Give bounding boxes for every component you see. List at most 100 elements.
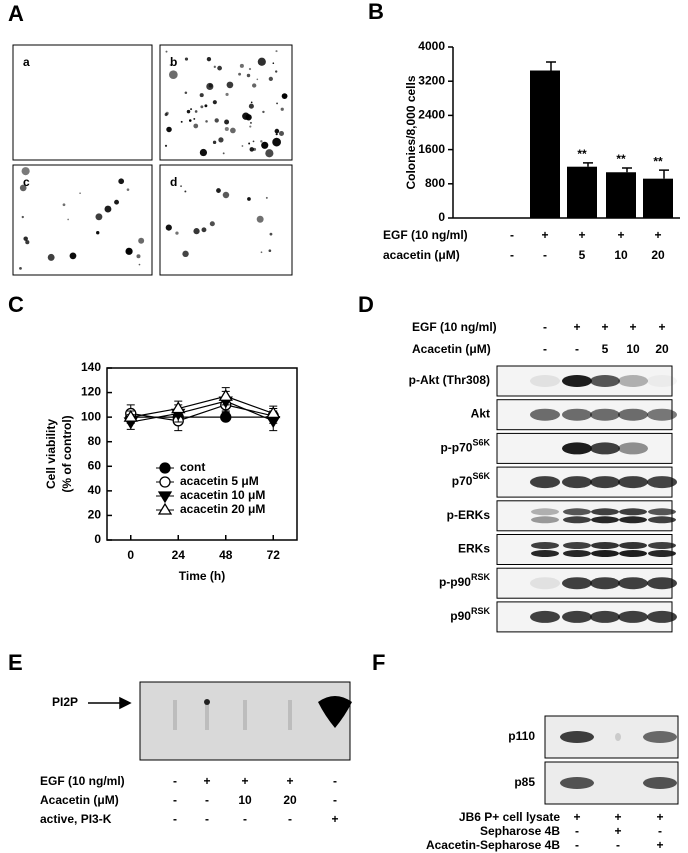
colony (21, 215, 24, 219)
treatment-value: 10 (626, 342, 640, 356)
blot-label-sup: S6K (472, 471, 490, 481)
treatment-label: EGF (10 ng/ml) (40, 774, 125, 788)
blot-label-text: p110 (508, 729, 535, 743)
band (618, 375, 648, 387)
colony (280, 107, 284, 111)
image-label: d (170, 175, 177, 189)
treatment-label: Acacetin (μM) (412, 342, 491, 356)
colony (205, 120, 208, 123)
colony (23, 236, 28, 241)
treatment-value: - (575, 838, 579, 852)
colony (21, 167, 30, 176)
colony (136, 254, 141, 259)
colony (165, 111, 169, 115)
treatment-value: - (543, 342, 547, 356)
blot-label-sup: RSK (471, 606, 491, 616)
y-tick-label: 800 (425, 176, 445, 190)
marker (123, 409, 138, 422)
y-axis-label: Colonies/8,000 cells (404, 75, 418, 189)
colony (275, 50, 278, 53)
treatment-value: + (601, 320, 608, 334)
colony (180, 120, 183, 123)
treatment-value: 5 (579, 248, 586, 262)
treatment-value: + (656, 838, 663, 852)
colony (226, 81, 234, 89)
treatment-label: active, PI3-K (40, 812, 112, 826)
colony (278, 130, 284, 137)
colony (247, 197, 251, 201)
blot-marker: PI2P (52, 695, 78, 709)
colony (104, 205, 112, 213)
panel-label: B (368, 0, 384, 24)
y-tick-label: 2400 (418, 108, 445, 122)
marker (218, 388, 233, 401)
band (647, 375, 677, 387)
colony (180, 185, 182, 188)
y-tick-label: 120 (81, 385, 101, 399)
colony (238, 72, 242, 76)
band (562, 408, 592, 421)
colony (276, 102, 278, 105)
colony (252, 83, 257, 88)
treatment-value: + (203, 774, 210, 788)
colony (224, 119, 230, 125)
colony (199, 148, 208, 157)
colony (275, 70, 278, 73)
colony (261, 141, 269, 149)
blot-label: p85 (514, 775, 535, 789)
treatment-value: - (333, 793, 337, 807)
blot-label-text: p-Akt (Thr308) (409, 373, 490, 387)
band (590, 408, 620, 421)
colony-image (12, 164, 153, 276)
bar (530, 70, 560, 218)
treatment-value: 20 (651, 248, 665, 262)
colony (239, 63, 244, 68)
band (619, 542, 647, 549)
colony (19, 266, 22, 270)
blot-label-text: p-ERKs (447, 508, 491, 522)
significance: ** (577, 147, 587, 161)
y-tick-label: 140 (81, 360, 101, 374)
treatment-label: acacetin (μM) (383, 248, 460, 262)
treatment-value: - (543, 248, 547, 262)
colony (169, 64, 172, 66)
colony (184, 91, 188, 95)
colony (184, 190, 187, 193)
treatment-label: EGF (10 ng/ml) (383, 228, 468, 242)
series-line (130, 400, 274, 423)
band (590, 375, 620, 387)
colony (222, 191, 230, 199)
colony (201, 227, 207, 233)
treatment-value: + (286, 774, 293, 788)
colony (281, 93, 288, 100)
colony (256, 78, 259, 81)
colony (126, 188, 130, 191)
error-bar (546, 61, 556, 71)
colony (138, 263, 141, 266)
band (590, 442, 620, 455)
band (618, 476, 648, 489)
blot-label: p-p90RSK (439, 573, 491, 590)
colony (272, 62, 275, 64)
band (643, 777, 677, 789)
x-axis-label: Time (h) (179, 569, 225, 583)
treatment-label: Acacetin (μM) (40, 793, 119, 807)
x-tick-label: 72 (267, 548, 281, 562)
colony (25, 240, 30, 245)
treatment-label: JB6 P+ cell lysate (459, 810, 560, 824)
colony (248, 103, 254, 109)
y-tick-label: 40 (88, 483, 102, 497)
band (618, 442, 648, 455)
legend-label: cont (180, 460, 205, 474)
y-tick-label: 80 (88, 434, 102, 448)
blot-label-text: ERKs (458, 542, 490, 556)
y-tick-label: 1600 (418, 142, 445, 156)
band (618, 408, 648, 421)
treatment-value: 5 (602, 342, 609, 356)
colony-image (159, 164, 293, 276)
band (530, 476, 560, 489)
panel-label: D (358, 292, 374, 317)
band (531, 542, 559, 549)
band (590, 577, 620, 590)
treatment-label: Sepharose 4B (480, 824, 560, 838)
